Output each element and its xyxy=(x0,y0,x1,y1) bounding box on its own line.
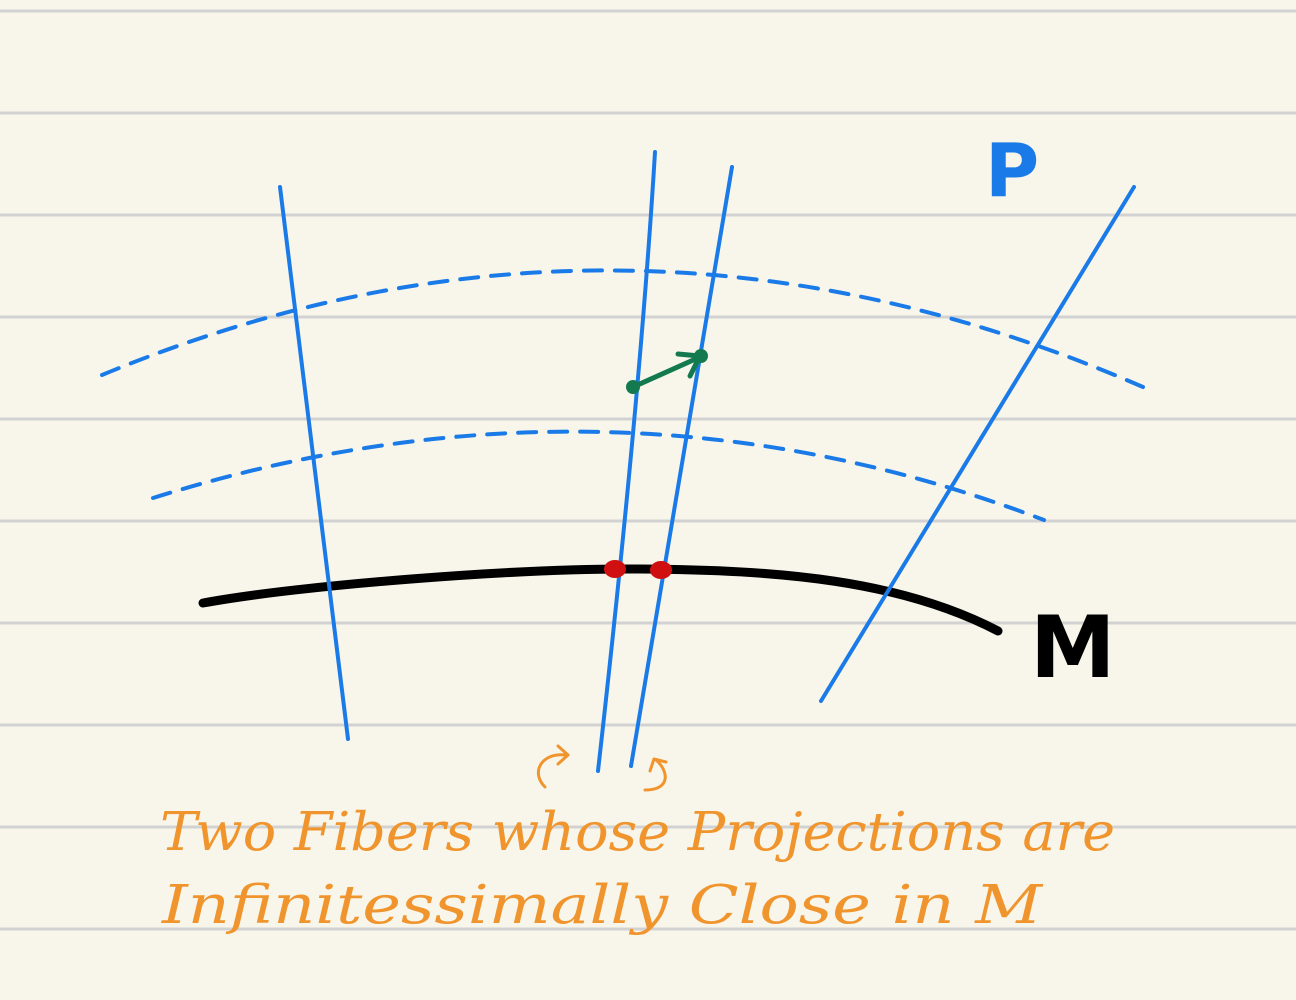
caption-line-1: Two Fibers whose Projections are xyxy=(160,802,1115,863)
vector-shaft xyxy=(630,354,703,390)
fiber-line-left xyxy=(278,185,350,741)
caption-pointer-right-arrowhead xyxy=(648,757,668,773)
fiber-line-right xyxy=(819,185,1136,703)
base-manifold-label: M xyxy=(1030,598,1116,698)
caption-pointer-left-arrowhead xyxy=(556,744,570,766)
ruled-lines xyxy=(0,9,1296,931)
tangent-vector xyxy=(626,349,708,394)
projection-point-left xyxy=(604,560,626,578)
fiber-line-center-left xyxy=(596,150,657,773)
caption-pointer-right-arrow xyxy=(643,758,667,792)
projection-point-right xyxy=(650,561,672,579)
base-manifold-curve xyxy=(198,564,1003,636)
caption-pointer-left-arrow xyxy=(536,753,568,789)
upper-dashed-section xyxy=(100,268,1145,389)
caption-line-2: Infinitessimally Close in M xyxy=(161,875,1044,936)
lower-dashed-section xyxy=(151,429,1046,522)
vector-end-point xyxy=(694,349,708,363)
bundle-label: P xyxy=(985,128,1039,214)
fiber-line-center-right xyxy=(629,165,734,768)
vector-start-point xyxy=(626,380,640,394)
